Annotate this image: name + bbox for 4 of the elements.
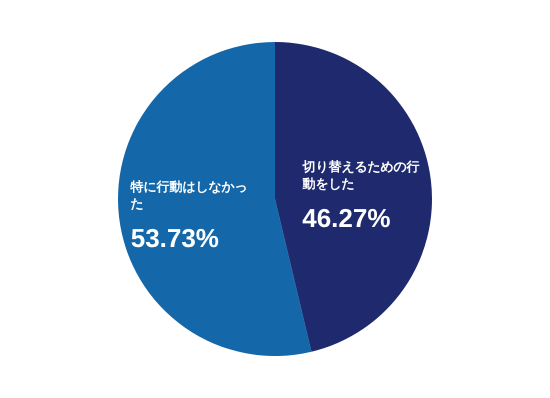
data-label: 53.73% [130, 223, 219, 254]
data-label: 46.27% [302, 202, 390, 233]
slice-label: 特に行動はしなかった [130, 180, 248, 212]
slice-label: 切り替えるための行動をした [301, 160, 420, 192]
